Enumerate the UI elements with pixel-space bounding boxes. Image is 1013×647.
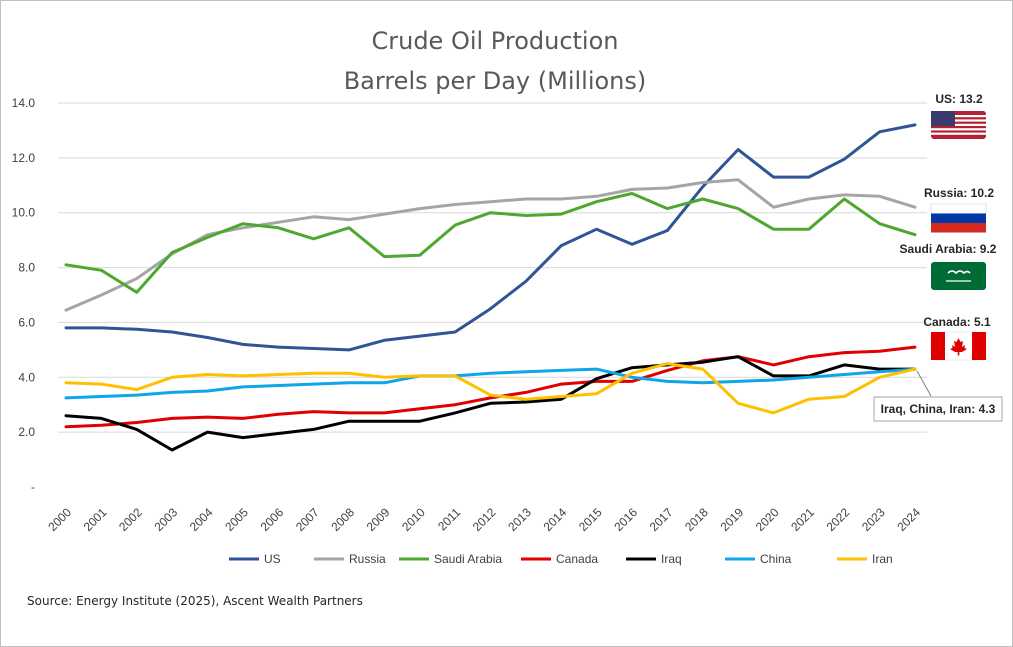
x-tick-label: 2001 [81,505,110,534]
y-tick-label: 14.0 [12,96,36,110]
legend-label-russia: Russia [349,552,386,566]
x-tick-label: 2019 [717,505,746,534]
x-tick-label: 2016 [611,505,640,534]
x-tick-label: 2000 [45,505,74,534]
russia-flag [930,203,987,233]
x-tick-label: 2017 [647,505,676,534]
legend-label-us: US [264,552,281,566]
callout-box [873,396,1003,422]
x-axis-ticks: 2000 2001 2002 2003 2004 2005 2006 2007 2008 2009… [45,505,923,534]
y-tick-label: 8.0 [18,261,35,275]
annotation-saudi-arabia: Saudi Arabia: 9.2 [900,242,997,256]
annotation-russia: Russia: 10.2 [924,186,994,200]
legend-label-saudi-arabia: Saudi Arabia [434,552,502,566]
annotation-canada: Canada: 5.1 [923,315,991,329]
y-tick-label: 6.0 [18,315,35,329]
x-tick-label: 2021 [788,505,817,534]
y-axis-ticks: - 2.0 4.0 6.0 8.0 10.0 12.0 14.0 [12,96,36,494]
x-tick-label: 2022 [824,505,853,534]
x-tick-label: 2008 [328,505,357,534]
y-tick-label: 4.0 [18,370,35,384]
canada-flag [930,331,987,361]
x-tick-label: 2018 [682,505,711,534]
series-line-russia [64,178,917,312]
y-tick-label: 12.0 [12,151,36,165]
x-tick-label: 2010 [399,505,428,534]
x-tick-label: 2004 [187,505,216,534]
legend: US Russia Saudi Arabia Canada Iraq China Iran [229,552,893,566]
x-tick-label: 2006 [258,505,287,534]
saudi-arabia-flag [931,262,986,290]
legend-label-canada: Canada [556,552,598,566]
callout-leader-line [916,370,932,397]
x-tick-label: 2023 [859,505,888,534]
series-line-china [64,367,917,400]
chart-subtitle: Barrels per Day (Millions) [344,67,647,95]
legend-label-iran: Iran [872,552,893,566]
series-line-iraq [64,355,917,452]
x-tick-label: 2005 [222,505,251,534]
series-line-saudi-arabia [64,192,917,294]
x-tick-label: 2012 [470,505,499,534]
series-line-canada [64,345,917,429]
x-tick-label: 2007 [293,505,322,534]
y-tick-label: 10.0 [12,206,36,220]
x-tick-label: 2009 [364,505,393,534]
annotation-iraq-china-iran: Iraq, China, Iran: 4.3 [881,402,996,416]
x-tick-label: 2015 [576,505,605,534]
x-tick-label: 2020 [753,505,782,534]
y-tick-label: 2.0 [18,425,35,439]
x-tick-label: 2013 [505,505,534,534]
x-tick-label: 2011 [435,505,463,533]
x-tick-label: 2014 [541,505,570,534]
callout-iraq-china-iran: Iraq, China, Iran: 4.3 [873,370,1003,422]
x-tick-label: 2003 [151,505,180,534]
annotation-us: US: 13.2 [935,92,983,106]
x-tick-label: 2002 [116,505,145,534]
us-flag [931,111,986,139]
y-tick-label: - [31,480,35,494]
legend-label-iraq: Iraq [661,552,682,566]
series-line-iran [64,362,917,415]
legend-label-china: China [760,552,792,566]
chart-title: Crude Oil Production [371,27,618,55]
gridlines [58,102,927,433]
x-tick-label: 2024 [894,505,923,534]
source-note: Source: Energy Institute (2025), Ascent … [27,594,363,608]
series-line-us [64,123,917,352]
series-lines [64,123,917,452]
